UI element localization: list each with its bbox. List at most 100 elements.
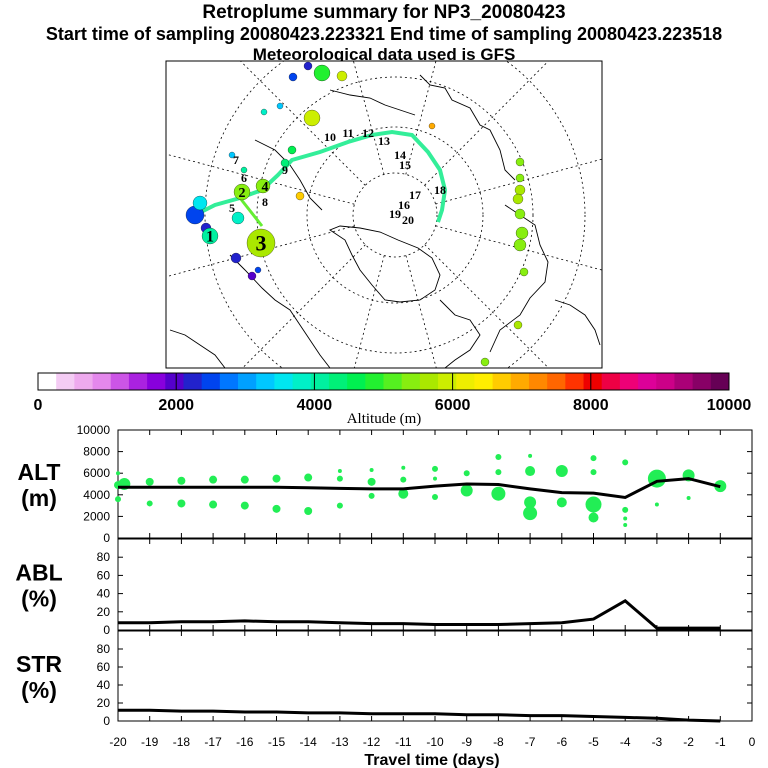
colorbar-swatch bbox=[292, 373, 312, 390]
altitude-particle-point bbox=[556, 497, 567, 508]
cluster-marker bbox=[288, 72, 298, 82]
panel-unit: (m) bbox=[21, 485, 57, 511]
x-tick-label: -5 bbox=[588, 735, 599, 749]
altitude-particle-point bbox=[367, 477, 376, 486]
x-axis-label: Travel time (days) bbox=[364, 752, 499, 768]
meteorological-data-note: Meteorological data used is GFS bbox=[252, 45, 516, 64]
cluster-marker bbox=[240, 166, 248, 174]
colorbar-tick-label: 2000 bbox=[158, 397, 194, 414]
altitude-particle-point bbox=[209, 500, 218, 509]
altitude-colorbar: 0 2000 4000 6000 8000 10000 bbox=[34, 372, 752, 414]
x-tick-label: -20 bbox=[109, 735, 127, 749]
coastline bbox=[419, 74, 516, 181]
x-tick-label: -14 bbox=[300, 735, 318, 749]
x-tick-label: -6 bbox=[556, 735, 567, 749]
cluster-marker bbox=[247, 271, 257, 281]
abl-panel: 0 20 40 60 80 ABL(%) bbox=[15, 538, 753, 637]
y-tick-label: 10000 bbox=[77, 423, 111, 437]
meridian-line bbox=[353, 255, 385, 368]
latitude-circle bbox=[352, 172, 438, 258]
day-label: 5 bbox=[229, 201, 235, 215]
x-tick-label: -2 bbox=[683, 735, 694, 749]
alt-panel: 0 2000 4000 6000 8000 10000 ALT(m) bbox=[17, 423, 753, 545]
altitude-particle-point bbox=[460, 484, 473, 497]
cluster-marker bbox=[276, 102, 284, 110]
colorbar-swatch bbox=[147, 373, 166, 390]
day-label: 14 bbox=[394, 148, 406, 162]
day-label: 19 bbox=[389, 207, 401, 221]
altitude-particle-point bbox=[528, 453, 533, 458]
colorbar-swatch bbox=[365, 373, 384, 390]
y-tick-label: 6000 bbox=[83, 466, 110, 480]
panel-label: ABL bbox=[15, 560, 62, 586]
altitude-particle-point bbox=[145, 477, 154, 486]
colorbar-tick-label: 6000 bbox=[435, 397, 471, 414]
map-graticule bbox=[204, 61, 586, 368]
colorbar-swatch bbox=[201, 373, 221, 390]
cluster-marker bbox=[295, 191, 305, 201]
day-label: 11 bbox=[342, 126, 353, 140]
y-tick-label: 60 bbox=[97, 568, 111, 582]
cluster-marker bbox=[201, 227, 219, 245]
meridian-line bbox=[435, 158, 602, 205]
colorbar-swatch bbox=[110, 373, 130, 390]
colorbar-swatch bbox=[619, 373, 639, 390]
colorbar-swatch bbox=[419, 373, 439, 390]
colorbar-swatch bbox=[438, 373, 457, 390]
y-tick-label: 8000 bbox=[83, 445, 110, 459]
altitude-particle-point bbox=[585, 496, 602, 513]
day-label: 12 bbox=[362, 126, 374, 140]
colorbar-tick-label: 10000 bbox=[707, 397, 752, 414]
cluster-marker bbox=[428, 122, 436, 130]
day-label: 18 bbox=[434, 183, 446, 197]
altitude-particle-point bbox=[432, 465, 438, 472]
day-label: 10 bbox=[324, 130, 336, 144]
day-label: 16 bbox=[398, 198, 410, 212]
coastline bbox=[489, 204, 549, 353]
day-label: 8 bbox=[262, 195, 268, 209]
cluster-marker bbox=[280, 158, 290, 168]
cluster-marker bbox=[336, 70, 348, 82]
x-tick-label: -13 bbox=[331, 735, 349, 749]
altitude-particle-point bbox=[240, 501, 249, 510]
colorbar-swatch bbox=[692, 373, 712, 390]
colorbar-tick-label: 0 bbox=[34, 397, 43, 414]
altitude-particle-point bbox=[115, 496, 121, 503]
y-tick-label: 80 bbox=[97, 550, 111, 564]
colorbar-swatch bbox=[310, 373, 330, 390]
altitude-particle-point bbox=[495, 454, 502, 460]
altitude-particle-point bbox=[491, 486, 506, 501]
colorbar-swatch bbox=[401, 373, 421, 390]
x-tick-label: -17 bbox=[204, 735, 222, 749]
altitude-particle-point bbox=[304, 473, 313, 482]
alt-series-line bbox=[118, 477, 721, 500]
plume-centroid-track bbox=[194, 129, 448, 223]
altitude-particle-point bbox=[654, 502, 659, 507]
panel-label: STR bbox=[16, 651, 62, 677]
cluster-marker bbox=[254, 266, 262, 274]
coastline bbox=[254, 139, 323, 211]
altitude-particle-point bbox=[623, 523, 628, 528]
x-tick-label: -7 bbox=[525, 735, 536, 749]
x-tick-label: -1 bbox=[715, 735, 726, 749]
meridian-line bbox=[353, 61, 385, 175]
colorbar-tick-label: 4000 bbox=[297, 397, 333, 414]
meridian-line bbox=[166, 153, 355, 205]
colorbar-swatch bbox=[583, 373, 603, 390]
cluster-marker bbox=[515, 226, 529, 240]
y-tick-label: 0 bbox=[103, 531, 110, 545]
meridian-line bbox=[424, 244, 550, 368]
altitude-particle-point bbox=[336, 475, 343, 482]
colorbar-swatch bbox=[674, 373, 694, 390]
cluster-marker bbox=[246, 228, 276, 258]
cluster-marker bbox=[513, 238, 527, 252]
y-tick-label: 20 bbox=[97, 696, 111, 710]
latitude-circle bbox=[306, 126, 484, 304]
cluster-marker bbox=[480, 357, 490, 367]
altitude-particle-point bbox=[590, 455, 597, 462]
y-tick-label: 60 bbox=[97, 660, 111, 674]
y-tick-label: 4000 bbox=[83, 488, 110, 502]
